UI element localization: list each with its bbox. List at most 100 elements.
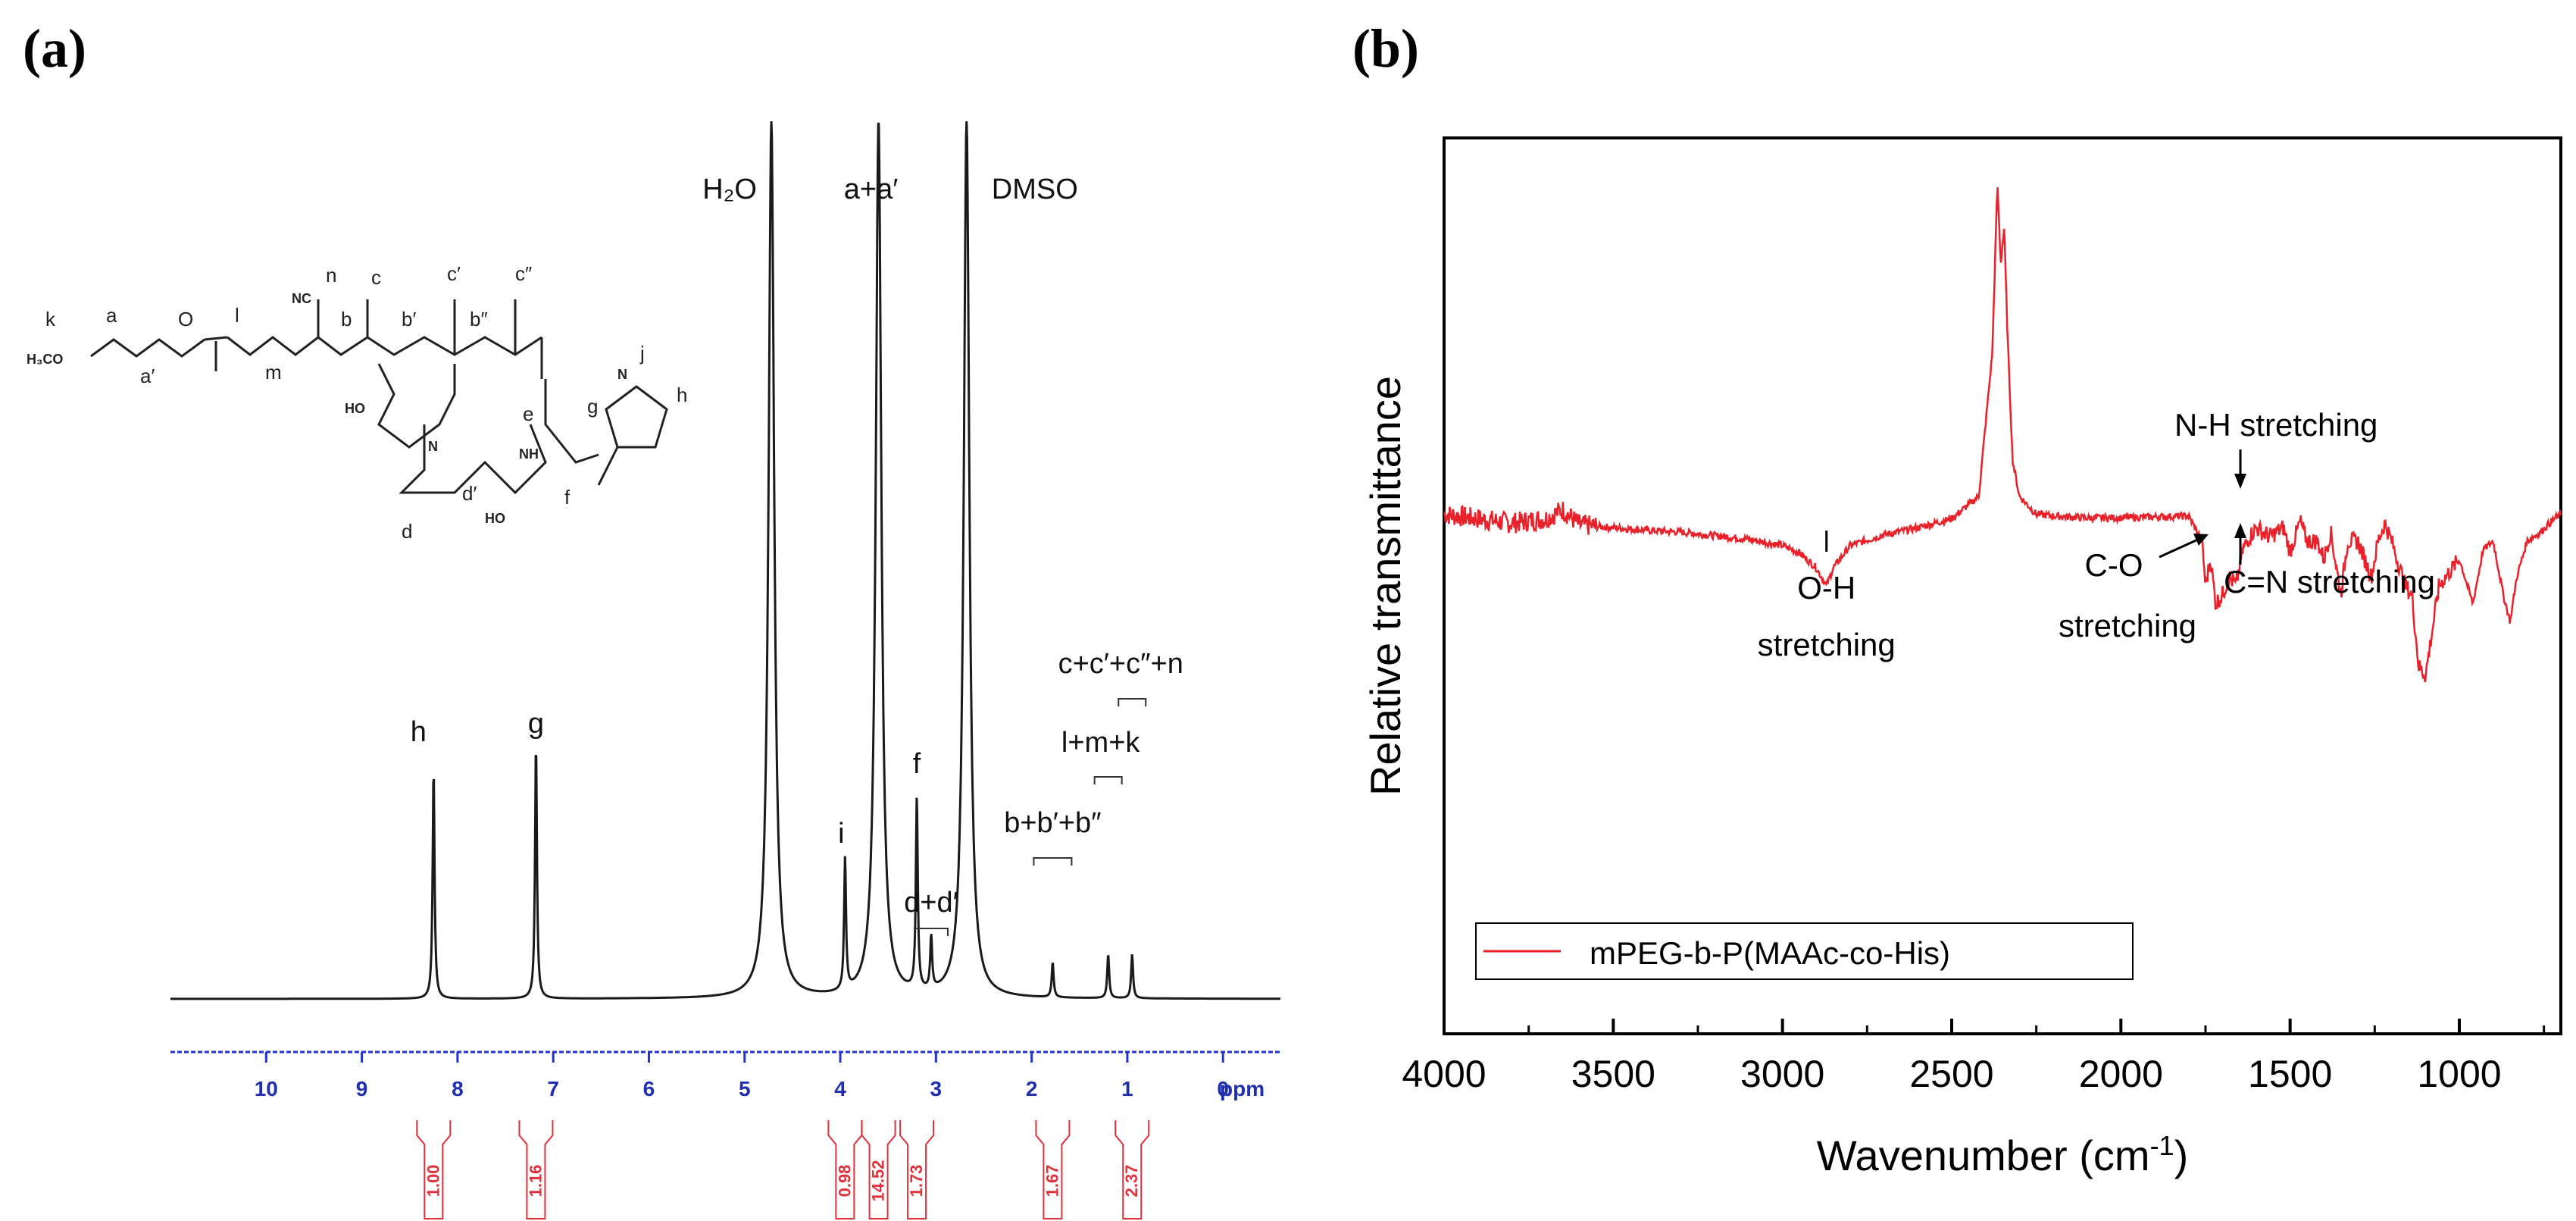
xlabel-exponent: -1 bbox=[2150, 1130, 2174, 1161]
ir-plot-frame bbox=[1443, 136, 2562, 1035]
backbone bbox=[227, 336, 542, 356]
xlabel-close: ) bbox=[2174, 1132, 2189, 1179]
ir-x-tick-label: 3000 bbox=[1740, 1053, 1824, 1095]
peak-label-H2O: H₂O bbox=[702, 174, 757, 205]
cn-arrow-head bbox=[2234, 523, 2246, 538]
struct-label: l bbox=[235, 304, 239, 327]
struct-label: d bbox=[402, 520, 412, 543]
integral-bracket bbox=[827, 1120, 863, 1219]
struct-label: O bbox=[178, 308, 193, 330]
struct-label: n bbox=[326, 264, 336, 286]
struct-label: HO bbox=[485, 511, 505, 526]
struct-label: k bbox=[45, 308, 56, 330]
struct-label: m bbox=[265, 361, 282, 384]
group-bracket bbox=[1118, 698, 1147, 706]
his-arm bbox=[544, 379, 599, 464]
peg-chain bbox=[90, 338, 205, 358]
struct-label: h bbox=[677, 384, 687, 406]
integral-bracket bbox=[416, 1120, 452, 1219]
nh-label: N-H stretching bbox=[2174, 407, 2377, 443]
struct-label: HO bbox=[345, 401, 365, 416]
oh-label-2: stretching bbox=[1758, 627, 1896, 662]
nmr-x-tick-label: 1 bbox=[1121, 1077, 1133, 1100]
co-label-2: stretching bbox=[2059, 608, 2196, 643]
struct-label: a bbox=[106, 304, 117, 327]
integral-value: 1.73 bbox=[907, 1165, 926, 1198]
structure-labels: k H₃CO a a′ O l m NC n b c b′ c′ b″ c″ j… bbox=[27, 262, 687, 543]
ir-x-tick-label: 1000 bbox=[2417, 1053, 2501, 1095]
struct-label: NH bbox=[519, 446, 539, 462]
oh-label: O-H bbox=[1797, 570, 1855, 606]
ftir-plot: 4000 3500 3000 2500 2000 1500 1000 Wavenumber (… bbox=[1361, 136, 2562, 1180]
integral-value: 1.16 bbox=[526, 1165, 545, 1198]
integral-bracket bbox=[1114, 1120, 1150, 1219]
ir-spectrum-line bbox=[1443, 187, 2562, 683]
struct-label: c″ bbox=[515, 262, 532, 285]
peak-label-f: f bbox=[913, 748, 921, 780]
integral-bracket bbox=[518, 1120, 554, 1219]
co-arrow-head bbox=[2193, 534, 2209, 546]
nmr-x-tick-label: 2 bbox=[1026, 1077, 1038, 1100]
struct-label: N bbox=[617, 367, 627, 382]
integral-value: 1.00 bbox=[424, 1165, 442, 1198]
struct-label: f bbox=[564, 486, 571, 509]
struct-label: N bbox=[428, 439, 438, 454]
nmr-x-tick-label: 6 bbox=[643, 1077, 655, 1100]
peak-label-bbb: b+b′+b″ bbox=[1004, 807, 1101, 839]
panel-a-label: (a) bbox=[23, 18, 86, 79]
ir-x-tick-label: 3500 bbox=[1571, 1053, 1655, 1095]
peak-label-h: h bbox=[411, 716, 427, 748]
peak-label-dmso: DMSO bbox=[992, 174, 1078, 205]
nmr-spectrum-line bbox=[170, 121, 1280, 1000]
peak-label-dd: d+d′ bbox=[904, 887, 958, 919]
integral-bracket bbox=[861, 1120, 896, 1219]
panel-b-label: (b) bbox=[1352, 18, 1419, 79]
struct-label: j bbox=[639, 342, 645, 365]
ir-y-axis-title: Relative transmittance bbox=[1361, 376, 1409, 796]
integral-value: 14.52 bbox=[869, 1160, 888, 1201]
nmr-x-tick-label: 10 bbox=[255, 1077, 278, 1100]
struct-label: NC bbox=[292, 291, 311, 306]
peak-label-cccn: c+c′+c″+n bbox=[1058, 648, 1183, 680]
nmr-x-tick-label: 0 bbox=[1217, 1077, 1229, 1100]
ir-x-tick-label: 2500 bbox=[1909, 1053, 1993, 1095]
nmr-x-tick-label: 9 bbox=[356, 1077, 368, 1100]
co-arrow-line bbox=[2159, 537, 2202, 559]
legend-box bbox=[1475, 922, 2134, 980]
struct-label: c bbox=[371, 266, 381, 289]
nmr-x-tick-label: 3 bbox=[930, 1077, 943, 1100]
struct-label: H₃CO bbox=[27, 352, 63, 367]
struct-label: a′ bbox=[140, 365, 155, 387]
nmr-x-tick-label: 4 bbox=[834, 1077, 846, 1100]
integral-bracket bbox=[1035, 1120, 1071, 1219]
peak-label-lmk: l+m+k bbox=[1061, 727, 1140, 759]
ir-x-tick-label: 2000 bbox=[2079, 1053, 2163, 1095]
nmr-x-axis-label: ppm bbox=[1220, 1077, 1265, 1100]
xlabel-base: Wavenumber (cm bbox=[1817, 1132, 2150, 1179]
peak-label-i: i bbox=[838, 818, 844, 850]
ir-x-axis-title: Wavenumber (cm-1) bbox=[1817, 1130, 2188, 1180]
integral-bracket bbox=[899, 1120, 935, 1219]
linker bbox=[399, 424, 547, 495]
struct-label: b′ bbox=[402, 308, 416, 330]
integral-value: 2.37 bbox=[1122, 1165, 1141, 1198]
nmr-x-tick-label: 7 bbox=[547, 1077, 559, 1100]
group-bracket bbox=[1033, 857, 1073, 866]
imidazole-ring bbox=[605, 385, 668, 449]
group-bracket bbox=[1093, 776, 1123, 784]
struct-label: b bbox=[341, 308, 352, 330]
peak-label-aa: a+a′ bbox=[844, 174, 899, 205]
struct-label: d′ bbox=[462, 482, 477, 505]
nh-arrow-head bbox=[2234, 474, 2246, 489]
chemical-structure bbox=[90, 299, 668, 495]
struct-label: e bbox=[523, 402, 533, 425]
struct-label: g bbox=[587, 395, 598, 418]
co-label: C-O bbox=[2085, 547, 2143, 583]
his-ch2 bbox=[597, 446, 619, 486]
struct-label: b″ bbox=[470, 308, 488, 330]
ir-x-tick-label: 4000 bbox=[1402, 1053, 1486, 1095]
group-bracket bbox=[914, 928, 949, 936]
peak-label-g: g bbox=[528, 708, 544, 740]
